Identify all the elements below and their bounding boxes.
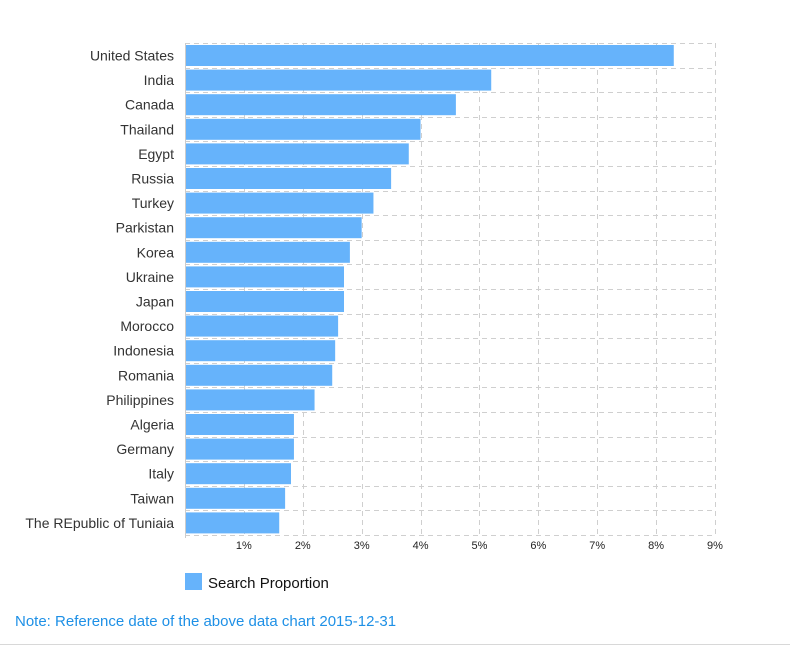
bar bbox=[186, 168, 392, 189]
legend-swatch bbox=[185, 573, 202, 590]
x-tick-label: 3% bbox=[354, 540, 370, 552]
legend-label: Search Proportion bbox=[208, 575, 329, 592]
bar bbox=[186, 340, 336, 362]
bar bbox=[186, 192, 374, 214]
bar bbox=[186, 266, 344, 288]
bar bbox=[186, 389, 315, 411]
category-label: Russia bbox=[131, 171, 174, 187]
bottom-divider bbox=[0, 644, 790, 645]
x-tick-labels: 1% 2% 3% 4% 5% 6% 7% 8% 9% bbox=[236, 540, 723, 552]
category-label: Egypt bbox=[138, 146, 174, 162]
bar bbox=[186, 94, 456, 116]
category-label: United States bbox=[90, 48, 174, 64]
category-label: Romania bbox=[118, 367, 174, 383]
legend: Search Proportion bbox=[185, 573, 329, 592]
bar bbox=[186, 512, 280, 534]
bar bbox=[186, 291, 344, 312]
category-label: Parkistan bbox=[116, 220, 174, 236]
category-label: Indonesia bbox=[113, 343, 174, 359]
category-label: Algeria bbox=[130, 417, 174, 433]
category-label: Italy bbox=[148, 466, 174, 482]
category-label: Canada bbox=[125, 97, 174, 113]
x-tick-label: 9% bbox=[707, 540, 723, 552]
bar bbox=[186, 414, 294, 435]
category-labels: United States India Canada Thailand Egypt Rus… bbox=[25, 48, 174, 531]
category-label: India bbox=[144, 72, 175, 88]
category-label: Germany bbox=[116, 441, 174, 457]
category-label: Japan bbox=[136, 294, 174, 310]
bar bbox=[186, 463, 291, 485]
category-label: The REpublic of Tuniaia bbox=[25, 515, 174, 531]
category-label: Taiwan bbox=[130, 490, 174, 506]
bar bbox=[186, 118, 421, 140]
category-label: Korea bbox=[137, 244, 175, 260]
bar bbox=[186, 487, 286, 509]
bar bbox=[186, 143, 409, 165]
x-tick-label: 1% bbox=[236, 540, 252, 552]
bar bbox=[186, 217, 362, 239]
bar bbox=[186, 45, 674, 66]
bar bbox=[186, 241, 350, 263]
category-label: Turkey bbox=[132, 195, 174, 211]
bar-layer bbox=[186, 45, 674, 534]
x-tick-label: 5% bbox=[471, 540, 487, 552]
grid-layer bbox=[185, 43, 716, 538]
category-label: Morocco bbox=[120, 318, 174, 334]
bar bbox=[186, 69, 492, 91]
chart-note: Note: Reference date of the above data c… bbox=[15, 613, 397, 630]
x-tick-label: 7% bbox=[589, 540, 605, 552]
bar bbox=[186, 438, 294, 460]
x-tick-label: 6% bbox=[530, 540, 546, 552]
x-tick-label: 8% bbox=[648, 540, 664, 552]
category-label: Thailand bbox=[120, 121, 174, 137]
bar bbox=[186, 364, 333, 386]
x-tick-label: 4% bbox=[413, 540, 429, 552]
category-label: Philippines bbox=[106, 392, 174, 408]
x-tick-label: 2% bbox=[295, 540, 311, 552]
category-label: Ukraine bbox=[126, 269, 174, 285]
bar bbox=[186, 315, 339, 337]
